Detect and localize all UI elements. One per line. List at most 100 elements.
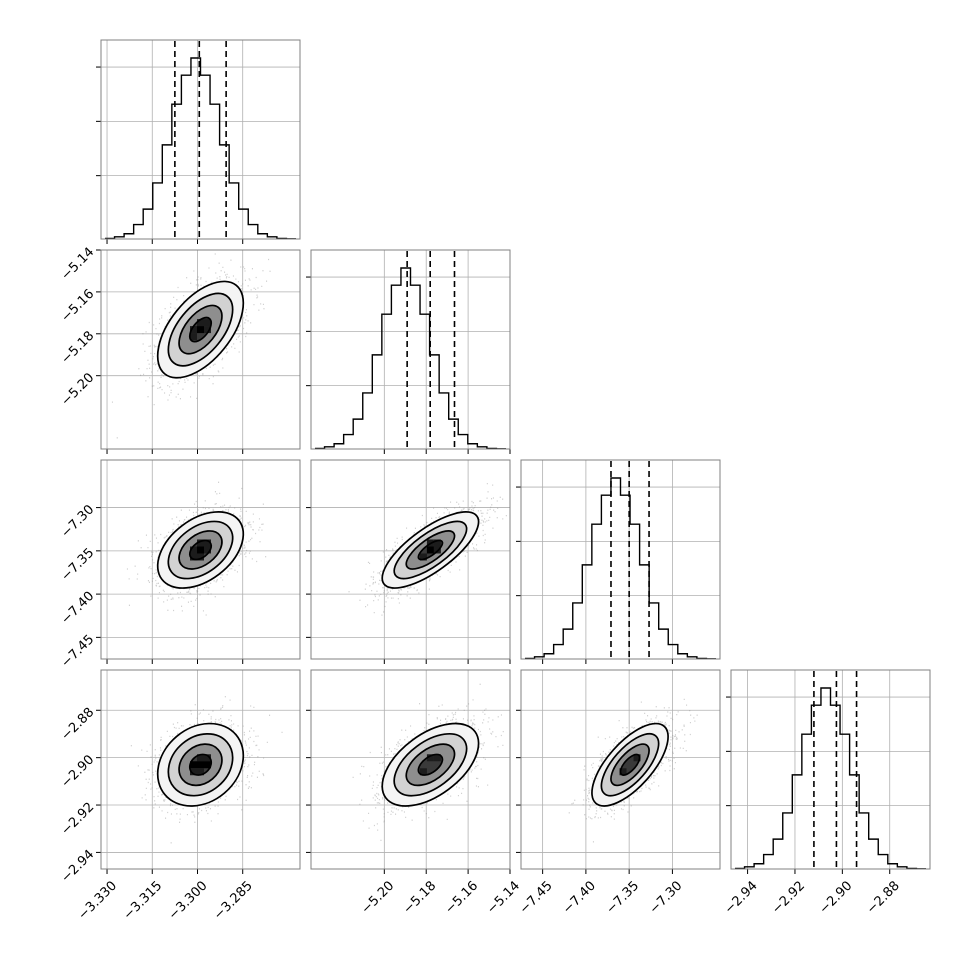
density-block	[204, 754, 211, 762]
contour-line-1	[405, 743, 456, 787]
density-block	[204, 546, 211, 554]
y-tick-label: −7.40	[59, 589, 98, 628]
y-tick-label: −2.90	[59, 752, 98, 791]
panel-frame	[100, 249, 301, 450]
contour-line-0	[188, 316, 213, 343]
contour-line-2	[393, 520, 468, 580]
contour-line-2	[600, 732, 660, 797]
hist-panel-3	[726, 669, 931, 874]
density-block	[204, 326, 211, 334]
contour-line-1	[178, 304, 223, 355]
x-tick-label: −3.315	[121, 878, 166, 923]
contour-line-1	[405, 530, 456, 570]
y-tick-label: −5.18	[59, 328, 98, 367]
x-tick-label: −7.40	[560, 878, 599, 917]
contour-line-1	[610, 743, 650, 787]
density-block	[197, 319, 204, 327]
density-block	[619, 768, 627, 776]
contour-line-2	[167, 520, 234, 580]
histogram-1	[315, 267, 506, 450]
panel-frame	[520, 459, 721, 660]
density-block	[197, 553, 204, 561]
x-tick-label: −7.45	[517, 878, 556, 917]
contour-line-2	[167, 732, 234, 797]
x-tick-label: −2.88	[864, 878, 903, 917]
contour-line-0	[619, 753, 641, 776]
scatter-panel-3-2	[516, 669, 721, 874]
x-tick-label: −3.330	[75, 878, 120, 923]
density-block	[190, 768, 197, 776]
histogram-3	[735, 687, 926, 870]
y-axis-labels-1: −5.20−5.18−5.16−5.14	[59, 245, 98, 409]
density-block	[433, 754, 441, 762]
density-block	[433, 539, 441, 547]
panel-contents	[311, 670, 510, 869]
panel-frame	[310, 459, 511, 660]
contour-line-3	[156, 511, 245, 589]
hist-panel-1	[306, 249, 511, 454]
panel-contents	[101, 250, 300, 449]
density-block	[190, 326, 197, 334]
y-tick-label: −2.94	[59, 847, 98, 886]
y-tick-label: −5.20	[59, 370, 98, 409]
scatter-panel-3-0	[96, 669, 301, 874]
density-block	[419, 768, 427, 776]
panel-contents	[101, 460, 300, 659]
x-tick-label: −5.20	[359, 878, 398, 917]
panel-frame	[100, 669, 301, 870]
density-block	[190, 761, 197, 769]
y-tick-label: −7.30	[59, 502, 98, 541]
y-tick-label: −5.14	[59, 245, 98, 284]
x-tick-label: −7.35	[603, 878, 642, 917]
panel-frame	[100, 459, 301, 660]
histogram-2	[525, 477, 716, 660]
panel-contents	[311, 460, 510, 659]
density-block	[197, 754, 204, 762]
contour-line-3	[591, 722, 669, 807]
histogram-0	[105, 57, 296, 240]
density-block	[197, 326, 204, 334]
density-block	[190, 553, 197, 561]
panel-frame	[310, 249, 511, 450]
x-axis-labels-3: −2.94 −2.92 −2.90 −2.88	[722, 878, 903, 917]
density-block	[197, 768, 204, 776]
x-tick-label: −2.90	[817, 878, 856, 917]
panel-frame	[730, 669, 931, 870]
contour-line-0	[188, 753, 213, 776]
density-block	[633, 754, 641, 762]
y-axis-labels-3: −2.94 −2.92 −2.90 −2.88	[59, 705, 98, 886]
density-block	[426, 546, 434, 554]
contour-line-1	[178, 530, 223, 570]
density-block	[419, 553, 427, 561]
x-tick-label: −5.16	[442, 878, 481, 917]
hist-panel-2	[516, 459, 721, 664]
density-block	[190, 546, 197, 554]
panel-frame	[100, 39, 301, 240]
scatter-panel-2-0	[96, 459, 301, 664]
contour-line-2	[393, 732, 468, 797]
x-tick-label: −7.30	[647, 878, 686, 917]
scatter-panel-3-1	[306, 669, 511, 874]
density-block	[197, 546, 204, 554]
density-block	[204, 319, 211, 327]
density-block	[190, 333, 197, 341]
density-block	[204, 761, 211, 769]
x-axis-labels-0: −3.330 −3.315 −3.300 −3.285	[75, 878, 255, 923]
contour-line-0	[188, 539, 213, 561]
scatter-panel-2-1	[306, 459, 511, 664]
contour-line-3	[156, 280, 245, 379]
contour-line-1	[178, 743, 223, 787]
x-tick-label: −5.18	[400, 878, 439, 917]
contour-line-2	[167, 292, 234, 367]
y-axis-labels-2: −7.45 −7.40 −7.35 −7.30	[59, 502, 98, 671]
x-tick-label: −2.94	[722, 878, 761, 917]
x-tick-label: −3.285	[211, 878, 256, 923]
y-tick-label: −2.88	[59, 705, 98, 744]
y-tick-label: −7.35	[59, 546, 98, 585]
panel-contents	[101, 670, 300, 869]
contour-line-3	[381, 722, 480, 807]
y-tick-label: −2.92	[59, 800, 98, 839]
x-axis-labels-2: −7.45 −7.40 −7.35 −7.30	[517, 878, 686, 917]
panel-contents	[521, 670, 720, 869]
